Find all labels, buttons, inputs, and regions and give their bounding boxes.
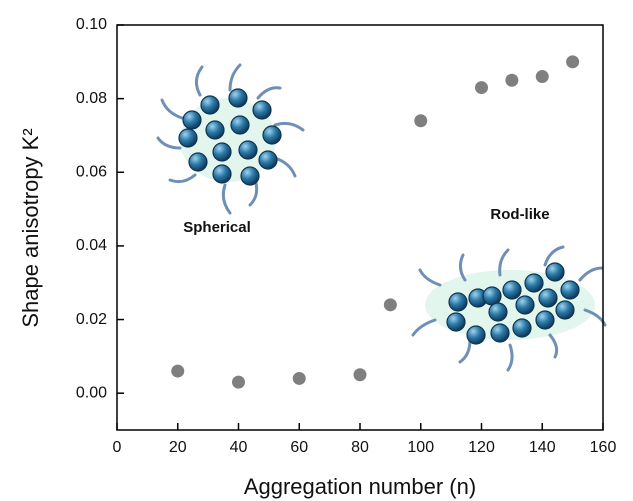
y-axis-label: Shape anisotropy K² <box>18 128 43 327</box>
x-tick-label: 100 <box>407 439 434 456</box>
data-point <box>535 70 549 84</box>
x-tick-label: 80 <box>351 439 369 456</box>
data-point <box>353 368 367 382</box>
data-point <box>505 73 519 87</box>
y-tick-label: 0.02 <box>76 311 107 328</box>
y-tick-label: 0.04 <box>76 237 107 254</box>
y-tick-label: 0.08 <box>76 90 107 107</box>
annotation: Rod-like <box>490 206 549 223</box>
x-tick-label: 60 <box>290 439 308 456</box>
data-point <box>414 114 428 128</box>
spherical-micelle-illustration <box>156 63 305 215</box>
rod-micelle-illustration <box>411 245 607 372</box>
x-axis-label: Aggregation number (n) <box>244 474 476 499</box>
data-point <box>232 375 245 389</box>
data-point <box>171 364 185 378</box>
x-tick-label: 20 <box>169 439 187 456</box>
data-point <box>566 55 580 69</box>
x-tick-label: 120 <box>468 439 495 456</box>
y-tick-label: 0.10 <box>76 16 107 33</box>
y-tick-label: 0.00 <box>76 384 107 401</box>
data-point <box>383 298 397 312</box>
x-tick-label: 140 <box>529 439 556 456</box>
data-point <box>292 371 306 385</box>
y-tick-label: 0.06 <box>76 163 107 180</box>
x-tick-label: 160 <box>590 439 617 456</box>
x-tick-label: 40 <box>230 439 248 456</box>
data-point <box>475 81 488 95</box>
annotation: Spherical <box>183 219 251 236</box>
x-tick-label: 0 <box>113 439 122 456</box>
